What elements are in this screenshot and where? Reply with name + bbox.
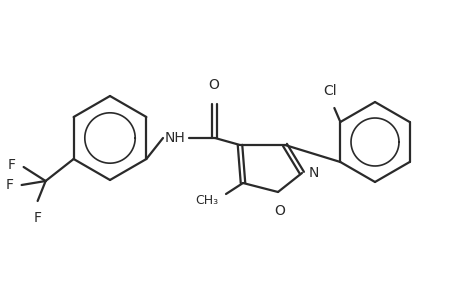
Text: F: F (8, 158, 16, 172)
Text: CH₃: CH₃ (195, 194, 218, 206)
Text: NH: NH (164, 131, 185, 145)
Text: F: F (34, 211, 41, 225)
Text: O: O (274, 204, 285, 218)
Text: O: O (208, 78, 219, 92)
Text: N: N (308, 166, 319, 180)
Text: Cl: Cl (323, 84, 336, 98)
Text: F: F (6, 178, 14, 192)
